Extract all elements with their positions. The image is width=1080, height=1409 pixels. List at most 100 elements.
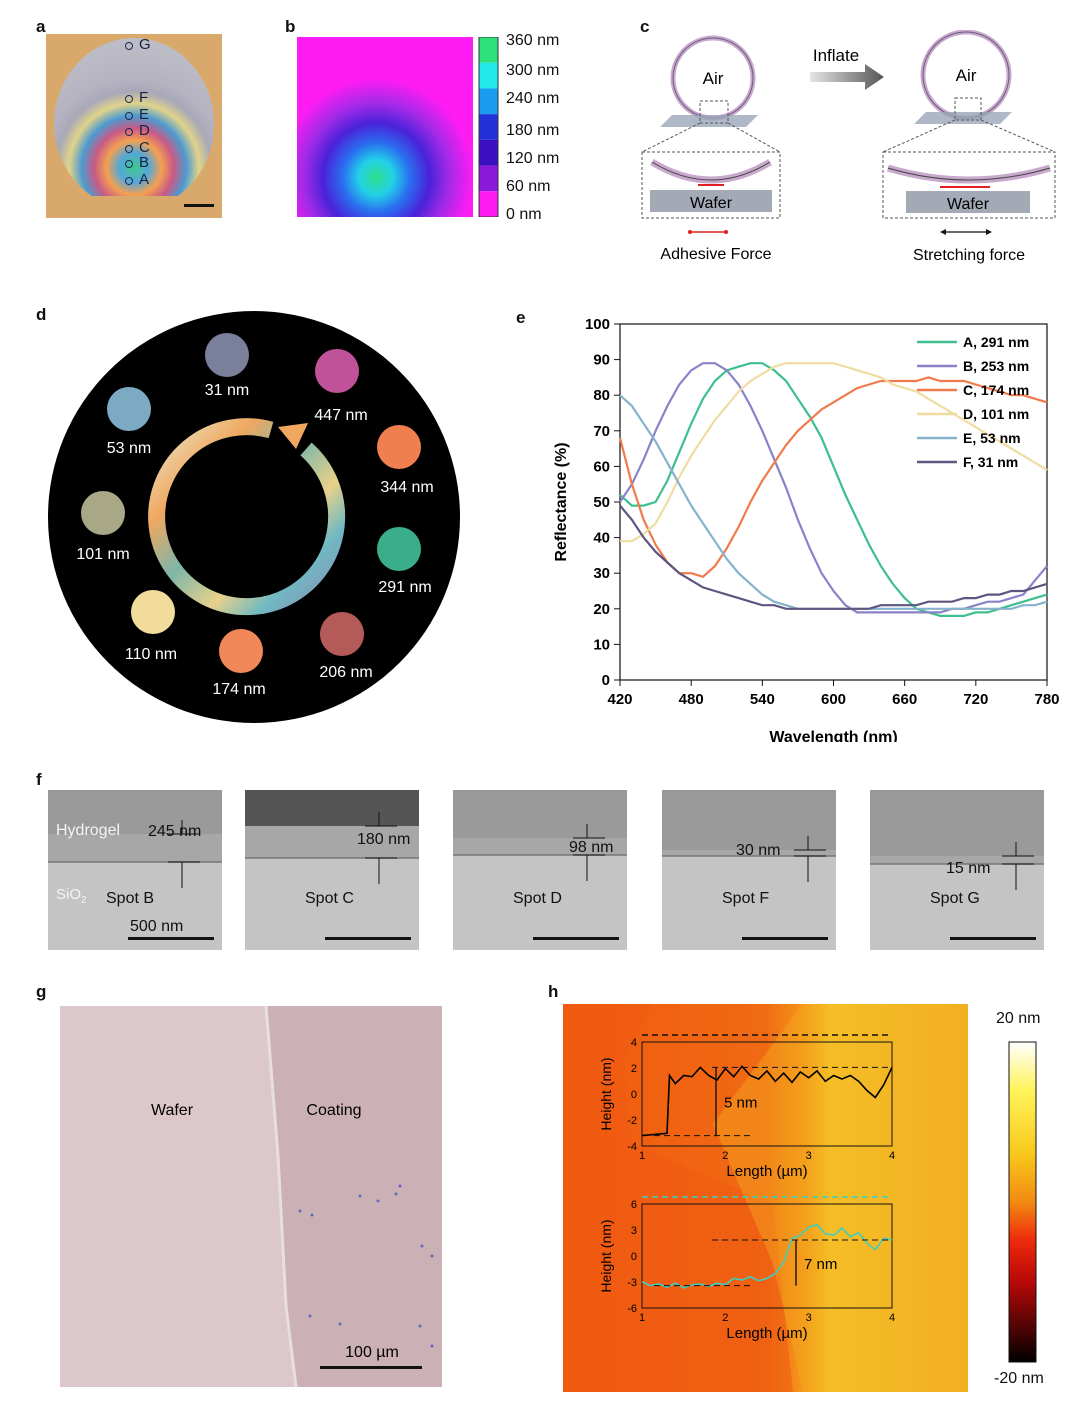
legend-label: B, 253 nm — [963, 358, 1029, 374]
spot-label: Spot D — [513, 890, 562, 907]
inset-frame — [641, 1203, 893, 1309]
scale-bar — [742, 937, 828, 940]
height-profile-line — [641, 1223, 893, 1289]
wafer-region-label: Wafer — [151, 1102, 194, 1119]
spot-marker-icon — [125, 145, 133, 153]
x-tick-label: 600 — [821, 691, 846, 708]
spot-label: Spot C — [305, 890, 354, 907]
y-tick-label: 80 — [593, 387, 610, 404]
x-tick-label: 780 — [1034, 691, 1059, 708]
thickness-label: 98 nm — [569, 839, 614, 856]
swatch-thickness-label: 53 nm — [107, 440, 151, 457]
spot-label: G — [139, 36, 151, 53]
scale-bar — [950, 937, 1036, 940]
inset-x-tick: 4 — [889, 1150, 895, 1162]
legend-label: D, 101 nm — [963, 406, 1029, 422]
y-tick-label: 30 — [593, 565, 610, 582]
y-tick-label: 70 — [593, 423, 610, 440]
spot-label: Spot F — [722, 890, 770, 907]
spot-marker-icon — [125, 160, 133, 168]
y-tick-label: 40 — [593, 530, 610, 547]
inset-y-tick: 2 — [631, 1063, 637, 1075]
panel-label-a: a — [36, 17, 46, 36]
spot-label: A — [139, 171, 150, 188]
spot-label: E — [139, 106, 150, 123]
sem-image: 30 nm Spot F — [662, 790, 836, 950]
x-tick-label: 420 — [607, 691, 632, 708]
height-profile-inset: 6 3 0 -3 -6 1 2 3 4 7 nm Length (µm) Height (nm) — [597, 1192, 907, 1362]
adhesive-force-label: Adhesive Force — [660, 246, 771, 263]
step-height-label: 5 nm — [724, 1095, 757, 1112]
x-tick-label: 480 — [679, 691, 704, 708]
colorbar-frame — [478, 37, 499, 217]
sio2-subscript: 2 — [81, 895, 87, 906]
colorbar-tick-label: 120 nm — [506, 150, 560, 167]
spot-label: B — [139, 154, 150, 171]
inset-x-tick: 2 — [722, 1312, 728, 1324]
color-swatch — [107, 387, 151, 431]
inset-y-tick: 0 — [631, 1089, 637, 1101]
spot-label: C — [139, 139, 150, 156]
y-tick-label: 0 — [602, 672, 610, 689]
inset-x-label: Length (µm) — [726, 1163, 807, 1180]
thickness-label: 245 nm — [148, 823, 202, 840]
color-swatch — [81, 491, 125, 535]
y-tick-label: 20 — [593, 601, 610, 618]
colorbar-segment — [479, 37, 498, 63]
panel-label-e: e — [516, 308, 526, 327]
height-profile-inset: 4 2 0 -2 -4 1 2 3 4 5 nm Length (µm) Height (nm) — [597, 1030, 907, 1200]
inset-y-tick: 3 — [631, 1225, 637, 1237]
swatch-thickness-label: 110 nm — [125, 646, 177, 663]
inset-x-tick: 2 — [722, 1150, 728, 1162]
afm-colorbar-min: -20 nm — [994, 1370, 1044, 1387]
air-label-right: Air — [956, 66, 977, 85]
inset-x-tick: 3 — [806, 1312, 812, 1324]
y-tick-label: 10 — [593, 636, 610, 653]
reflectance-chart: 420 480 540 600 660 720 780 0 10 20 30 40 50 60 70 80 90… — [553, 316, 1060, 742]
swatch-thickness-label: 447 nm — [314, 407, 367, 424]
spot-marker-icon — [125, 112, 133, 120]
sem-image: 180 nm Spot C — [245, 790, 419, 950]
colorbar-segment — [479, 62, 498, 89]
colorbar-tick-label: 180 nm — [506, 122, 560, 139]
scale-bar — [325, 937, 411, 940]
colorbar-segment — [479, 139, 498, 166]
color-swatch — [320, 612, 364, 656]
color-swatch — [315, 349, 359, 393]
thickness-colorbar — [478, 37, 499, 217]
sem-image: 245 nm Spot B Hydrogel SiO2 500 nm — [48, 790, 222, 950]
afm-colorbar-max: 20 nm — [996, 1010, 1041, 1027]
optical-micrograph: Wafer Coating 100 µm — [60, 1006, 442, 1387]
inset-y-tick: 4 — [631, 1037, 637, 1049]
wafer-label-right: Wafer — [947, 196, 990, 213]
series-line — [619, 504, 1048, 610]
colorbar-segment — [479, 114, 498, 140]
colorbar-tick-label: 240 nm — [506, 90, 560, 107]
inset-frame — [641, 1041, 893, 1147]
panel-label-f: f — [36, 770, 42, 789]
thickness-label: 180 nm — [357, 831, 411, 848]
spot-marker-icon — [125, 177, 133, 185]
color-swatch — [131, 590, 175, 634]
scale-bar — [128, 937, 214, 940]
panel-label-h: h — [548, 982, 559, 1001]
panel-label-c: c — [640, 17, 650, 36]
inset-x-tick: 1 — [639, 1150, 645, 1162]
spot-marker-icon — [125, 128, 133, 136]
inset-y-tick: 6 — [631, 1199, 637, 1211]
stretching-force-label: Stretching force — [913, 247, 1025, 264]
colorbar-segment — [479, 88, 498, 115]
legend-label: A, 291 nm — [963, 334, 1029, 350]
thickness-map — [297, 37, 473, 217]
colorbar-tick-label: 300 nm — [506, 62, 560, 79]
swatch-thickness-label: 206 nm — [319, 664, 372, 681]
inset-x-label: Length (µm) — [726, 1325, 807, 1342]
swatch-thickness-label: 291 nm — [378, 579, 431, 596]
inset-x-tick: 3 — [806, 1150, 812, 1162]
inset-y-tick: -2 — [627, 1115, 637, 1127]
inset-y-label: Height (nm) — [598, 1219, 614, 1292]
scale-bar-label-g: 100 µm — [345, 1344, 399, 1361]
legend-label: F, 31 nm — [963, 454, 1018, 470]
sio2-label: SiO2 — [56, 886, 87, 906]
sio2-text: SiO — [56, 886, 82, 903]
